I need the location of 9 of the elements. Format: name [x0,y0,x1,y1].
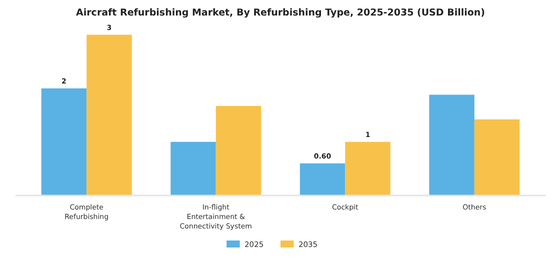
bar [86,34,132,196]
bar [170,142,216,196]
bar [41,88,87,196]
bar [216,106,262,196]
chart-title: Aircraft Refurbishing Market, By Refurbishing Type, 2025-2035 (USD Billion) [76,8,485,18]
bar [300,163,346,196]
bar [474,119,520,196]
bar [345,142,390,196]
bar [429,94,474,196]
